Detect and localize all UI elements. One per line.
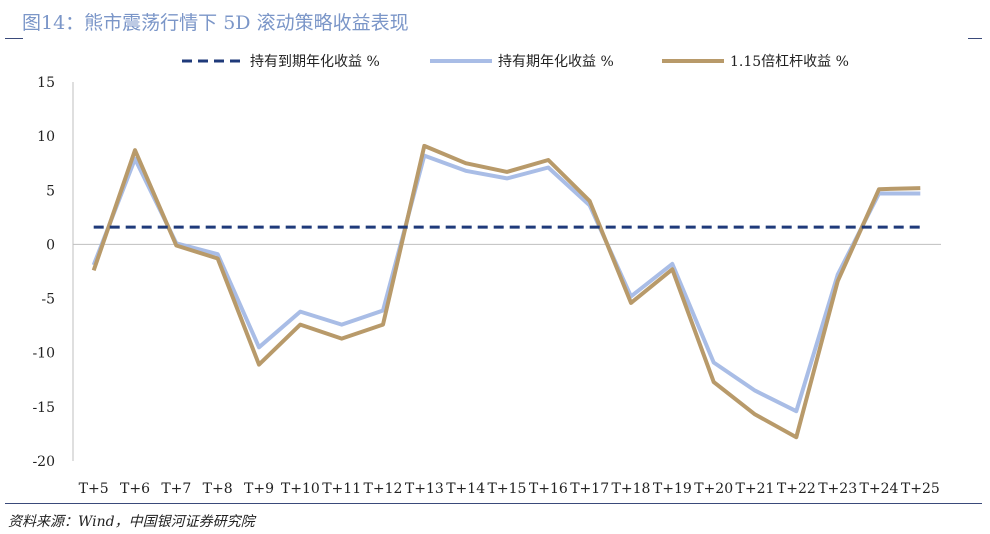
y-tick-label: -20 — [32, 454, 55, 470]
x-tick-label: T+14 — [446, 481, 485, 497]
x-tick-label: T+18 — [612, 481, 651, 497]
x-tick-label: T+20 — [694, 481, 733, 497]
top-rule-right — [968, 38, 982, 39]
series-line-1 — [91, 153, 921, 414]
y-tick-label: -15 — [32, 400, 55, 416]
bottom-rule — [5, 503, 982, 504]
x-tick-label: T+15 — [488, 481, 527, 497]
y-tick-label: 15 — [37, 75, 55, 91]
y-tick-label: 10 — [37, 129, 55, 145]
x-tick-label: T+17 — [570, 481, 609, 497]
y-axis: 15 10 5 0 -5 -10 -15 -20 — [32, 75, 74, 470]
legend-label: 持有期年化收益 % — [498, 54, 614, 70]
y-tick-label: 0 — [46, 237, 55, 253]
x-tick-label: T+24 — [860, 481, 899, 497]
x-tick-label: T+21 — [736, 481, 775, 497]
y-tick-label: -5 — [41, 292, 55, 308]
x-tick-label: T+5 — [79, 481, 109, 497]
x-tick-label: T+11 — [322, 481, 361, 497]
legend-label: 1.15倍杠杆收益 % — [730, 54, 849, 70]
figure-title: 图14：熊市震荡行情下 5D 滚动策略收益表现 — [22, 12, 409, 34]
x-tick-label: T+23 — [818, 481, 857, 497]
source-note: 资料来源：Wind，中国银河证券研究院 — [8, 514, 255, 530]
x-tick-label: T+8 — [203, 481, 233, 497]
x-tick-label: T+13 — [405, 481, 444, 497]
x-tick-label: T+7 — [161, 481, 191, 497]
x-tick-label: T+12 — [364, 481, 403, 497]
x-tick-label: T+22 — [777, 481, 816, 497]
series-line-2 — [91, 143, 921, 440]
top-rule-left — [5, 38, 23, 39]
x-tick-label: T+9 — [244, 481, 274, 497]
chart-legend: 持有到期年化收益 % 持有期年化收益 % 1.15倍杠杆收益 % — [182, 54, 849, 70]
x-axis: T+5 T+6 T+7 T+8 T+9 T+10 T+11 T+12 T+13 T+14 T+15 T… — [73, 243, 941, 497]
y-tick-label: -10 — [32, 346, 55, 362]
x-tick-label: T+16 — [529, 481, 568, 497]
chart-series — [91, 143, 921, 440]
y-tick-label: 5 — [46, 183, 55, 199]
x-tick-label: T+6 — [120, 481, 150, 497]
x-tick-label: T+10 — [281, 481, 320, 497]
x-tick-label: T+19 — [653, 481, 692, 497]
x-tick-label: T+25 — [901, 481, 940, 497]
legend-label: 持有到期年化收益 % — [250, 54, 380, 70]
